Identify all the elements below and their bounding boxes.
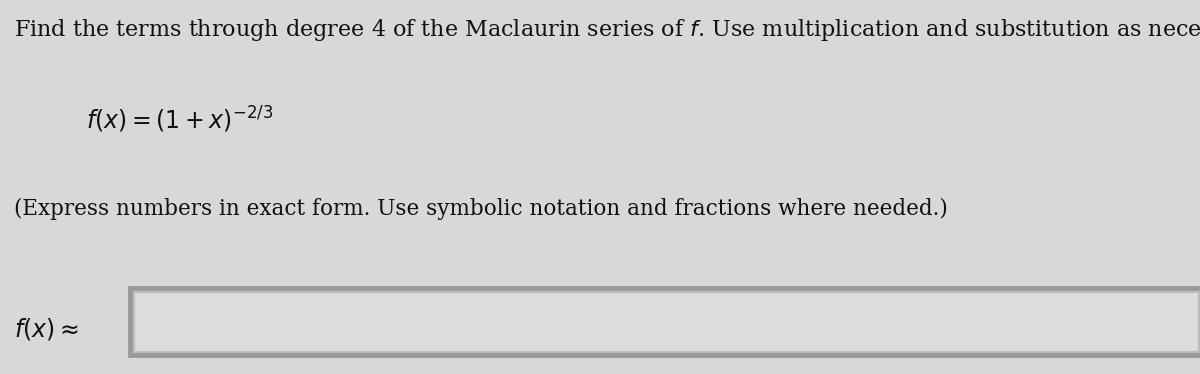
Text: $f(x) = (1 + x)^{-2/3}$: $f(x) = (1 + x)^{-2/3}$ (86, 105, 274, 135)
Text: Find the terms through degree 4 of the Maclaurin series of $f$. Use multiplicati: Find the terms through degree 4 of the M… (14, 17, 1200, 43)
FancyBboxPatch shape (134, 292, 1199, 352)
Text: $f(x) \approx$: $f(x) \approx$ (14, 316, 79, 342)
Text: (Express numbers in exact form. Use symbolic notation and fractions where needed: (Express numbers in exact form. Use symb… (14, 198, 948, 220)
FancyBboxPatch shape (130, 288, 1200, 355)
